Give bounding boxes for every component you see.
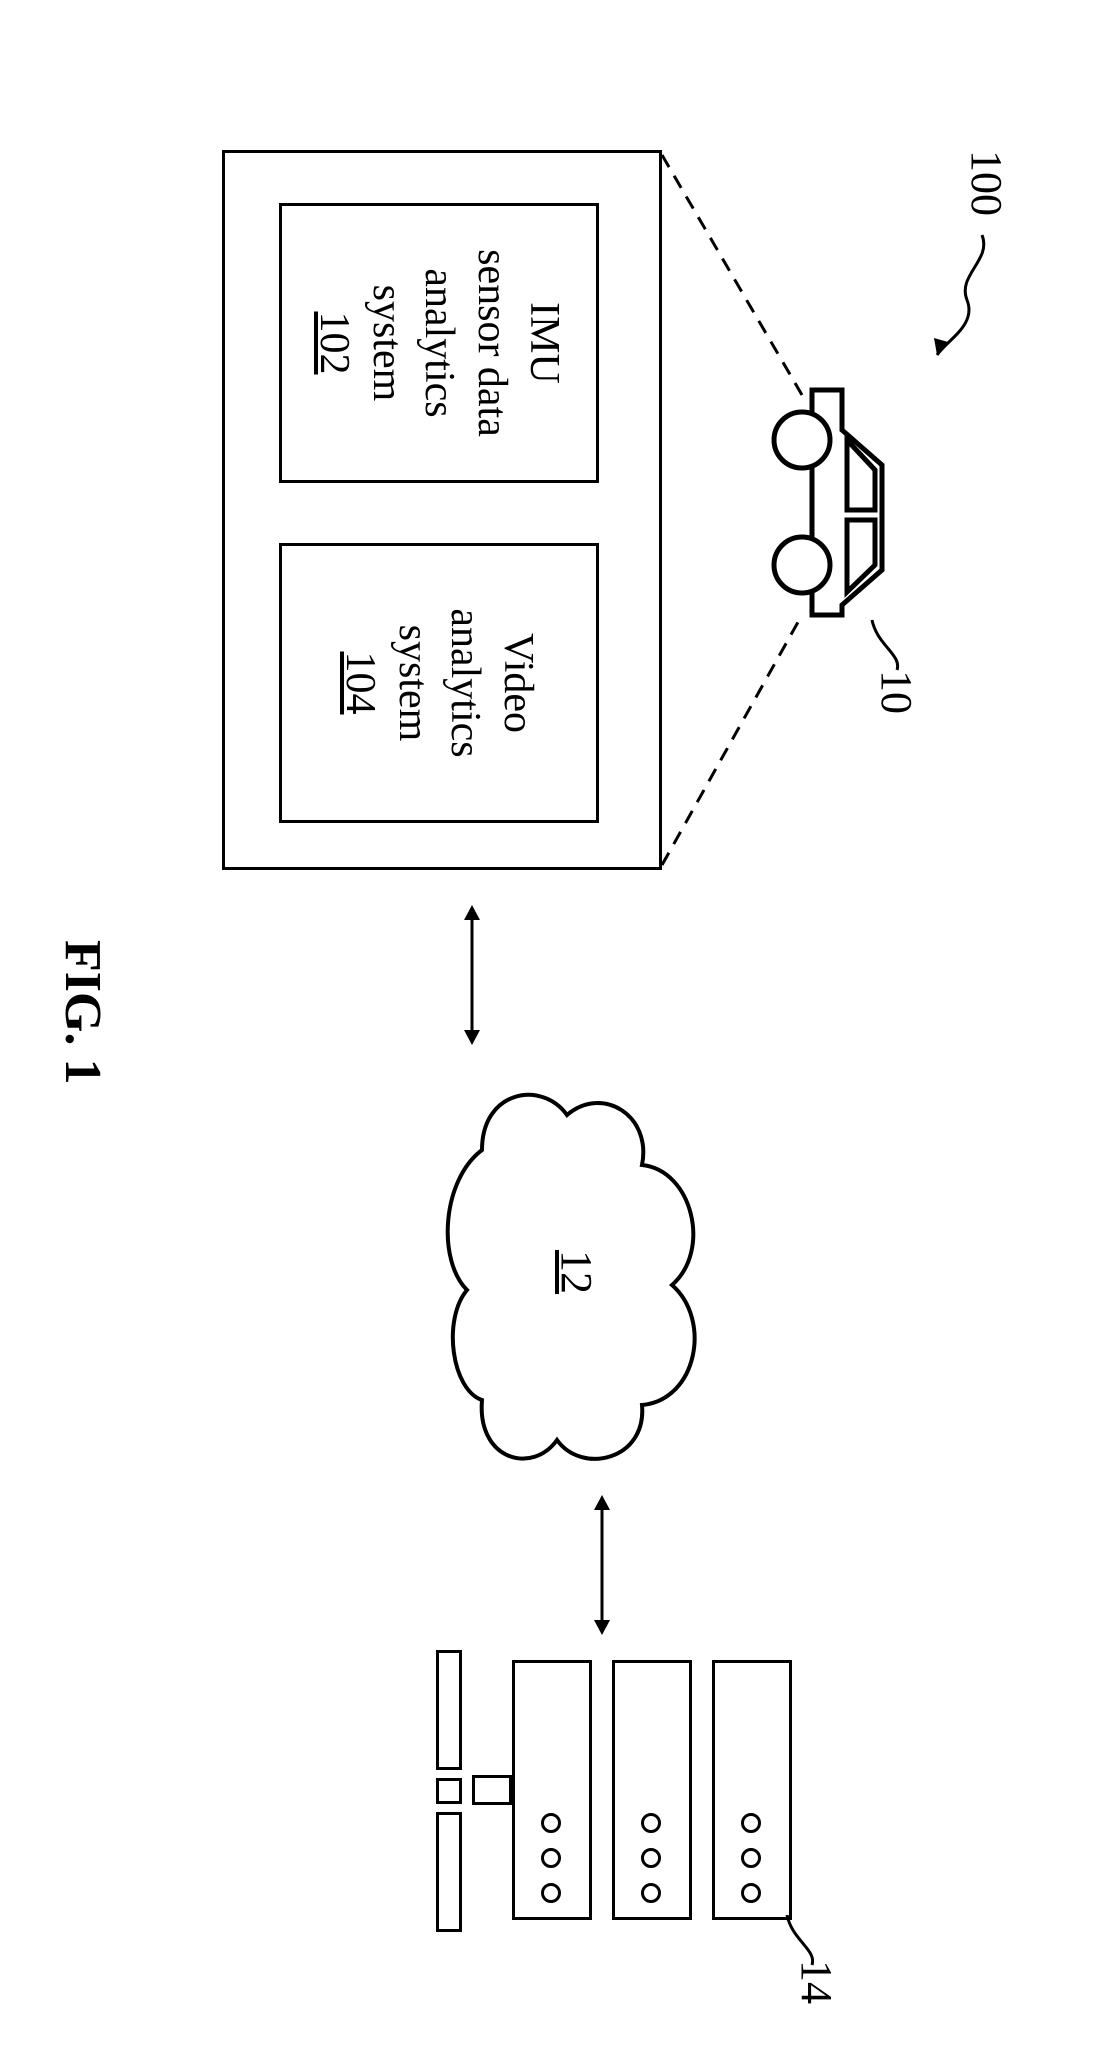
rack-1 <box>712 1660 792 1920</box>
server-base-right <box>436 1812 462 1932</box>
leader-lines <box>652 150 812 870</box>
led-icon <box>741 1848 761 1868</box>
video-line2: analytics <box>439 608 492 757</box>
imu-system-box: IMU sensor data analytics system 102 <box>279 203 599 483</box>
squiggle-100 <box>922 230 992 370</box>
vehicle-detail-box: IMU sensor data analytics system 102 Vid… <box>222 150 662 870</box>
imu-line1: IMU <box>518 302 571 384</box>
server-base-mid <box>436 1778 462 1804</box>
led-icon <box>741 1813 761 1833</box>
led-icon <box>541 1883 561 1903</box>
led-icon <box>541 1813 561 1833</box>
led-icon <box>641 1883 661 1903</box>
arrow-vehicle-cloud <box>457 900 487 1050</box>
server-icon <box>372 1660 792 1940</box>
ref-100: 100 <box>961 150 1012 216</box>
server-base-left <box>436 1650 462 1770</box>
squiggle-10 <box>862 610 902 680</box>
imu-line3: analytics <box>413 268 466 417</box>
squiggle-14 <box>777 1905 817 1975</box>
led-icon <box>541 1848 561 1868</box>
video-system-box: Video analytics system 104 <box>279 543 599 823</box>
figure-caption: FIG. 1 <box>53 940 112 1084</box>
imu-ref: 102 <box>308 312 361 375</box>
led-icon <box>641 1813 661 1833</box>
led-icon <box>641 1848 661 1868</box>
imu-line4: system <box>360 285 413 402</box>
server-neck <box>472 1775 512 1805</box>
rack-3 <box>512 1660 592 1920</box>
arrow-cloud-server <box>587 1490 617 1640</box>
led-icon <box>741 1883 761 1903</box>
imu-line2: sensor data <box>465 249 518 437</box>
video-ref: 104 <box>334 652 387 715</box>
figure-stage: 100 10 IMU sensor data analytics system … <box>0 0 1112 2051</box>
video-line3: system <box>387 625 440 742</box>
rack-2 <box>612 1660 692 1920</box>
ref-12: 12 <box>551 1250 602 1294</box>
video-line1: Video <box>492 633 545 733</box>
